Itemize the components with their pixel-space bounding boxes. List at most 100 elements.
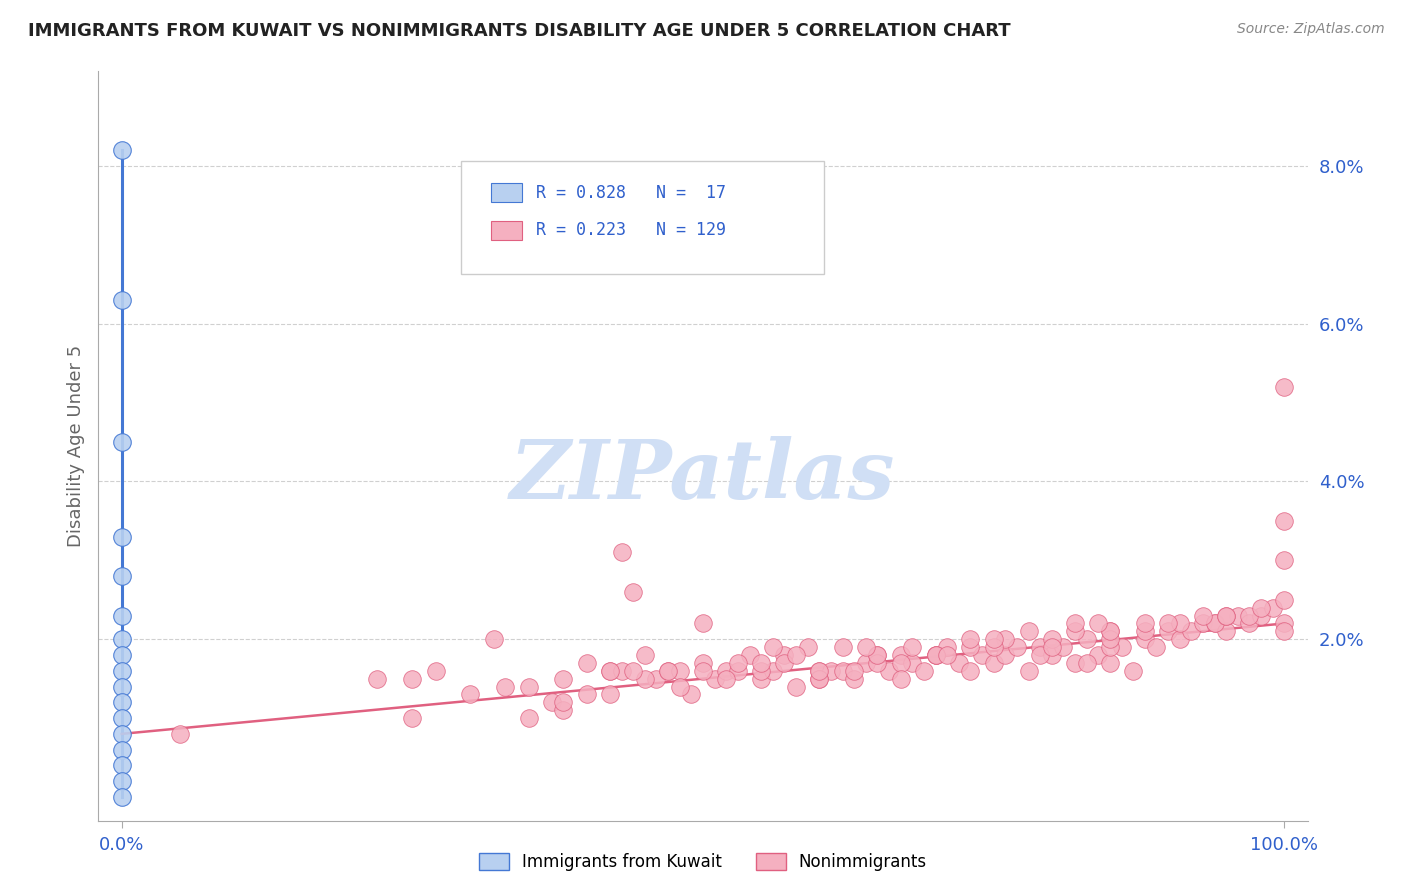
Point [1098, 640, 1121, 654]
Point [785, 648, 807, 662]
Point [831, 664, 853, 678]
Point [1098, 624, 1121, 639]
Point [749, 664, 772, 678]
Point [994, 648, 1017, 662]
Point [948, 656, 970, 670]
Point [1029, 648, 1052, 662]
Point [1261, 600, 1284, 615]
Point [634, 648, 657, 662]
Point [692, 656, 714, 670]
Point [1215, 624, 1237, 639]
FancyBboxPatch shape [492, 184, 522, 202]
Point [1204, 616, 1226, 631]
Point [727, 656, 749, 670]
Point [1144, 640, 1167, 654]
Point [1040, 632, 1063, 647]
Text: R = 0.828   N =  17: R = 0.828 N = 17 [536, 184, 725, 202]
Point [111, 695, 134, 709]
Point [1133, 632, 1156, 647]
Point [844, 664, 866, 678]
Point [796, 640, 818, 654]
Point [111, 293, 134, 307]
Point [983, 632, 1005, 647]
Text: R = 0.223   N = 129: R = 0.223 N = 129 [536, 221, 725, 239]
Legend: Immigrants from Kuwait, Nonimmigrants: Immigrants from Kuwait, Nonimmigrants [471, 845, 935, 880]
Point [621, 585, 644, 599]
Point [820, 664, 842, 678]
Point [738, 648, 761, 662]
Point [890, 672, 912, 686]
Point [924, 648, 946, 662]
Point [703, 672, 725, 686]
Point [657, 664, 679, 678]
Point [1076, 632, 1098, 647]
Point [517, 680, 540, 694]
Point [1250, 608, 1272, 623]
Point [366, 672, 388, 686]
Point [1226, 608, 1249, 623]
Point [111, 648, 134, 662]
Point [901, 656, 924, 670]
Point [1040, 640, 1063, 654]
Point [1064, 656, 1087, 670]
Point [401, 672, 423, 686]
Point [692, 616, 714, 631]
Point [855, 656, 877, 670]
Point [924, 648, 946, 662]
Point [1180, 624, 1202, 639]
Point [1133, 624, 1156, 639]
Point [901, 640, 924, 654]
Text: IMMIGRANTS FROM KUWAIT VS NONIMMIGRANTS DISABILITY AGE UNDER 5 CORRELATION CHART: IMMIGRANTS FROM KUWAIT VS NONIMMIGRANTS … [28, 22, 1011, 40]
Point [808, 672, 831, 686]
Point [1111, 640, 1133, 654]
Point [924, 648, 946, 662]
FancyBboxPatch shape [461, 161, 824, 274]
Point [808, 672, 831, 686]
Point [970, 648, 993, 662]
Point [936, 640, 959, 654]
Point [994, 632, 1017, 647]
Point [482, 632, 505, 647]
Point [855, 640, 877, 654]
Point [1157, 616, 1180, 631]
Point [681, 688, 703, 702]
Point [575, 656, 598, 670]
Point [111, 711, 134, 725]
Point [877, 664, 900, 678]
Point [959, 640, 981, 654]
Point [1098, 624, 1121, 639]
Point [111, 632, 134, 647]
Point [553, 703, 575, 717]
Point [1272, 553, 1295, 567]
Point [959, 664, 981, 678]
Point [785, 680, 807, 694]
Point [890, 648, 912, 662]
Point [1064, 624, 1087, 639]
Point [169, 727, 191, 741]
Point [1215, 608, 1237, 623]
Point [657, 664, 679, 678]
Point [599, 688, 621, 702]
Point [1098, 656, 1121, 670]
Point [111, 143, 134, 157]
Text: ZIPatlas: ZIPatlas [510, 436, 896, 516]
Point [1204, 616, 1226, 631]
Point [1215, 608, 1237, 623]
Point [553, 695, 575, 709]
Point [749, 672, 772, 686]
Point [866, 648, 889, 662]
Point [1272, 592, 1295, 607]
Point [460, 688, 482, 702]
Point [1018, 664, 1040, 678]
Point [610, 545, 633, 559]
Point [808, 664, 831, 678]
Point [668, 664, 690, 678]
Point [111, 435, 134, 450]
Y-axis label: Disability Age Under 5: Disability Age Under 5 [66, 345, 84, 547]
Point [1040, 648, 1063, 662]
Point [1087, 648, 1109, 662]
Point [1018, 624, 1040, 639]
Point [1064, 616, 1087, 631]
Point [1272, 514, 1295, 528]
Point [692, 664, 714, 678]
